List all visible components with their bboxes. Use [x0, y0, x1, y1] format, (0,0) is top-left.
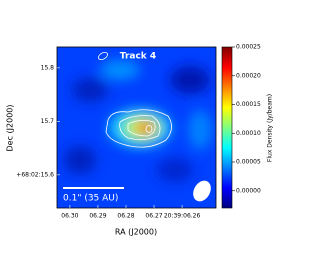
colorbar [221, 46, 233, 209]
colorbar-tick-label: 0.00020 [236, 72, 261, 79]
x-tick-label: 06.29 [89, 213, 106, 220]
chart: Track 4 0.1" (35 AU) RA (J2000) Dec (J20… [6, 44, 274, 237]
y-tick-label: 15.8 [41, 64, 55, 71]
x-tick-label: 20:39:06.26 [164, 213, 201, 220]
y-tick-label: 15.7 [41, 118, 55, 125]
colorbar-tick-label: 0.00005 [236, 159, 261, 166]
colorbar-tick-label: 0.00010 [236, 130, 261, 137]
flux-map [57, 47, 216, 208]
y-tick-label: +68:02:15.6 [16, 171, 54, 178]
colorbar-tick-label: 0.00025 [236, 44, 261, 51]
y-axis-label: Dec (J2000) [6, 105, 15, 152]
chart-title: Track 4 [120, 52, 156, 62]
scale-bar-label: 0.1" (35 AU) [63, 194, 118, 204]
colorbar-tick-label: 0.00000 [236, 187, 261, 194]
colorbar-label: Flux Density (Jy/beam) [267, 94, 274, 162]
colorbar-tick-label: 0.00015 [236, 101, 261, 108]
x-tick-label: 06.27 [145, 213, 162, 220]
x-axis-label: RA (J2000) [115, 228, 157, 237]
x-tick-label: 06.30 [61, 213, 78, 220]
x-tick-label: 06.28 [117, 213, 134, 220]
